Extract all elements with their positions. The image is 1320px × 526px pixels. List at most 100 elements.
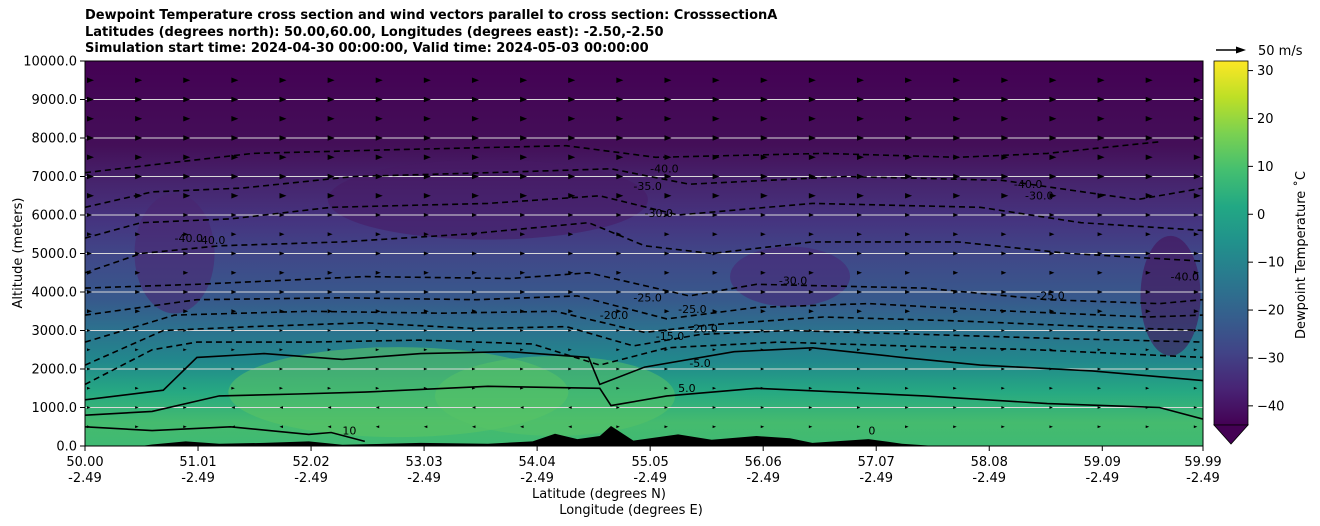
- wind-vector: [808, 290, 814, 294]
- wind-vector: [423, 77, 431, 84]
- wind-vector: [1097, 154, 1105, 161]
- wind-vector: [760, 77, 768, 84]
- wind-vector: [231, 329, 235, 332]
- wind-vector: [471, 96, 479, 103]
- wind-vector: [327, 115, 335, 122]
- wind-vector: [953, 406, 957, 409]
- wind-vector: [616, 367, 620, 371]
- wind-vector: [616, 425, 620, 429]
- wind-vector: [1049, 192, 1057, 199]
- wind-vector: [183, 329, 187, 332]
- wind-vector: [953, 135, 961, 141]
- wind-vector: [760, 367, 765, 371]
- wind-vector: [520, 406, 524, 409]
- wind-vector: [905, 270, 911, 275]
- wind-vector: [808, 213, 814, 217]
- wind-vector: [856, 232, 862, 237]
- wind-vector: [1001, 213, 1007, 217]
- wind-vector: [135, 367, 139, 371]
- wind-vector: [423, 290, 429, 294]
- contour-line-negative: [85, 339, 1203, 386]
- wind-vector: [905, 173, 913, 180]
- colorbar-tick-label: −40: [1257, 399, 1284, 414]
- y-tick-label: 4000.0: [32, 286, 78, 301]
- wind-vector: [1193, 329, 1198, 332]
- wind-vector: [375, 309, 381, 314]
- wind-vector: [375, 232, 381, 237]
- wind-vector: [520, 135, 528, 141]
- wind-vector: [183, 425, 187, 429]
- wind-vector: [279, 77, 287, 84]
- x-tick-label-lon: -2.49: [520, 471, 554, 486]
- wind-vector: [1001, 173, 1009, 180]
- wind-vector: [1145, 173, 1153, 180]
- wind-vector: [616, 192, 624, 199]
- wind-vector: [1193, 386, 1198, 390]
- wind-vector: [231, 135, 239, 141]
- wind-vector: [1049, 290, 1055, 294]
- wind-vector: [1049, 154, 1057, 161]
- wind-vector: [1049, 77, 1057, 84]
- wind-vector: [808, 425, 813, 429]
- wind-vector: [953, 96, 961, 103]
- wind-vector: [1097, 329, 1102, 332]
- wind-vector: [471, 192, 479, 199]
- wind-vector: [375, 213, 381, 217]
- wind-vector: [808, 173, 816, 180]
- wind-vector: [664, 96, 672, 103]
- wind-vector: [183, 96, 191, 103]
- wind-vector: [375, 329, 380, 332]
- wind-vector: [135, 309, 141, 314]
- wind-vector: [135, 77, 143, 84]
- wind-vector: [905, 348, 909, 352]
- contour-label: -35.0: [633, 180, 661, 193]
- wind-vector: [279, 367, 283, 371]
- wind-vector: [856, 367, 861, 371]
- wind-vector: [375, 386, 380, 390]
- contour-label: -30.0: [645, 207, 673, 220]
- contour-line-positive: [85, 346, 1203, 401]
- wind-vector: [520, 96, 528, 103]
- wind-vector: [1049, 232, 1055, 237]
- colorbar-tick-label: −20: [1257, 304, 1284, 319]
- wind-vector: [712, 270, 718, 275]
- wind-vector: [1193, 425, 1198, 429]
- wind-vector: [279, 425, 283, 429]
- wind-vector: [953, 251, 959, 256]
- wind-vector: [856, 251, 862, 256]
- y-tick-label: 6000.0: [32, 209, 78, 224]
- colorbar-tick-label: 0: [1257, 208, 1265, 223]
- contour-line-positive: [85, 385, 1203, 420]
- wind-vector: [327, 154, 335, 161]
- wind-key-label: 50 m/s: [1258, 44, 1303, 59]
- wind-vector: [616, 270, 622, 275]
- wind-vector: [87, 96, 94, 103]
- wind-vector: [1097, 77, 1105, 84]
- wind-vector: [423, 367, 428, 371]
- wind-vector: [1001, 115, 1009, 122]
- wind-vector: [760, 154, 768, 161]
- wind-vector: [568, 251, 574, 256]
- wind-vector: [231, 77, 239, 84]
- wind-vector: [1097, 232, 1103, 237]
- field-patch: [327, 159, 648, 240]
- wind-vector: [1145, 290, 1151, 294]
- wind-vector: [1145, 251, 1151, 256]
- wind-vector: [664, 425, 668, 429]
- field-patch: [1140, 235, 1201, 356]
- chart-title: Dewpoint Temperature cross section and w…: [85, 8, 777, 58]
- wind-vector: [471, 290, 477, 294]
- contour-label: -25.0: [678, 303, 706, 316]
- wind-vector: [327, 213, 333, 217]
- wind-vector: [183, 232, 189, 237]
- wind-vector: [953, 115, 961, 122]
- wind-vector: [1193, 96, 1201, 103]
- wind-vector: [1145, 348, 1150, 352]
- wind-vector: [712, 329, 717, 332]
- wind-vector: [87, 367, 91, 371]
- terrain: [85, 426, 958, 446]
- wind-vector: [135, 115, 143, 122]
- wind-vector: [135, 386, 139, 390]
- wind-vector: [616, 115, 624, 122]
- wind-vector: [87, 154, 94, 161]
